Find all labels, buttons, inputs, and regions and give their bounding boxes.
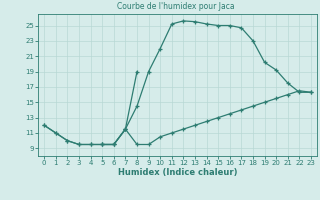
- X-axis label: Humidex (Indice chaleur): Humidex (Indice chaleur): [118, 168, 237, 177]
- Text: Courbe de l'humidex pour Jaca: Courbe de l'humidex pour Jaca: [117, 2, 235, 11]
